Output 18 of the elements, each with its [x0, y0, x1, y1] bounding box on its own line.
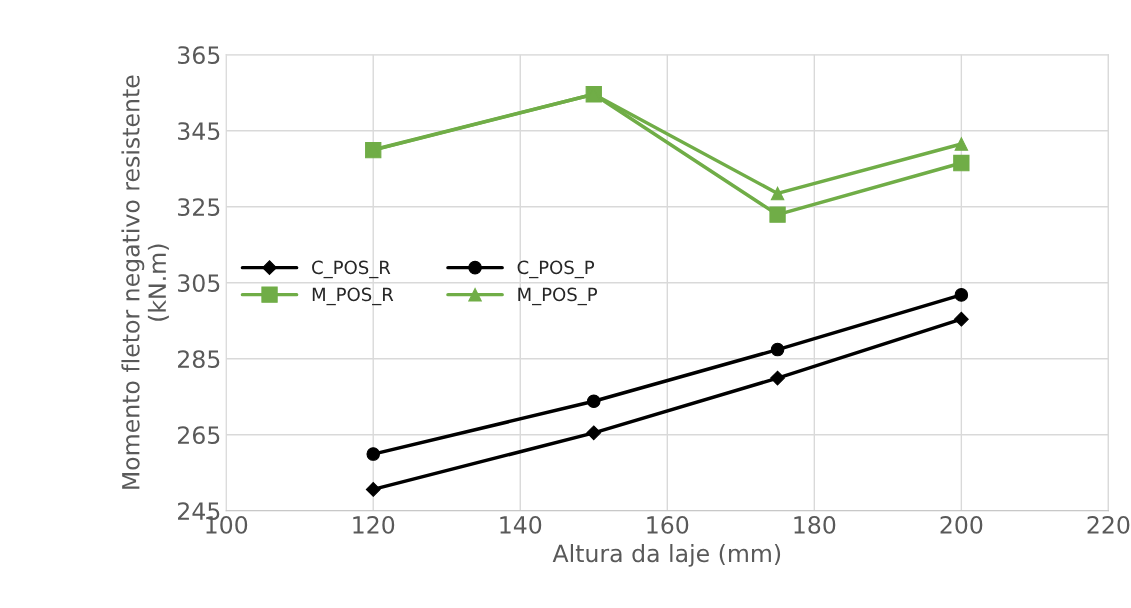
x-tick-label: 160	[647, 516, 689, 534]
y-tick-label: 265	[178, 426, 220, 445]
x-tick-label: 180	[794, 516, 836, 534]
x-tick-label: 220	[1087, 516, 1130, 534]
y-tick-label: 345	[178, 122, 220, 141]
y-tick-label: 365	[178, 46, 220, 65]
x-axis-title: Altura da laje (mm)	[552, 543, 781, 567]
legend-label: M_POS_P	[518, 287, 598, 306]
y-tick-label: 285	[178, 350, 220, 369]
y-tick-label: 325	[178, 198, 220, 217]
legend-label: C_POS_R	[312, 260, 391, 279]
x-tick-label: 140	[500, 516, 542, 534]
y-tick-label: 305	[178, 274, 220, 293]
y-axis-title: Momento fletor negativo resistente (kN.m)	[121, 75, 169, 489]
legend-label: M_POS_R	[312, 287, 394, 306]
x-tick-label: 120	[353, 516, 395, 534]
x-tick-label: 200	[940, 516, 983, 534]
legend-label: C_POS_P	[517, 260, 595, 279]
